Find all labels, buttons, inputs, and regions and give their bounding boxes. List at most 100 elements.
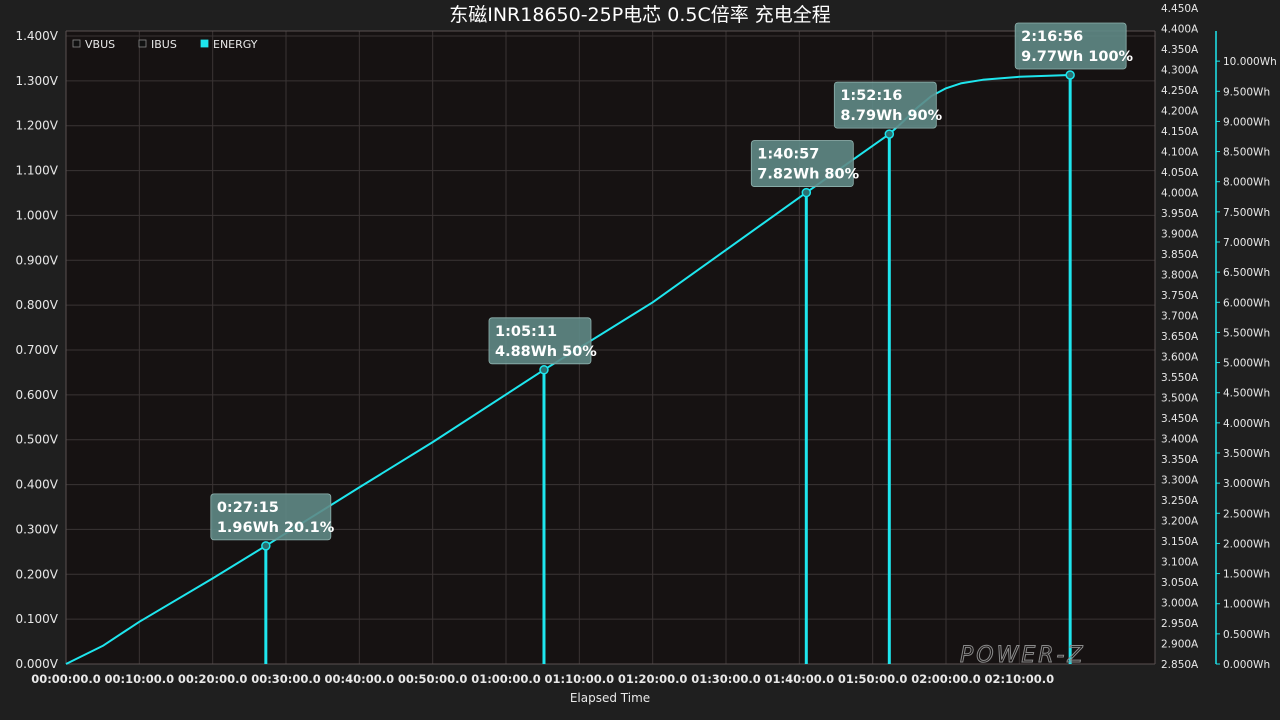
energy-tick-label: 1.000Wh xyxy=(1223,599,1270,611)
current-tick-label: 3.400A xyxy=(1161,434,1199,446)
time-tick-label: 01:00:00.0 xyxy=(471,672,541,686)
time-tick-label: 01:10:00.0 xyxy=(545,672,615,686)
current-tick-label: 4.400A xyxy=(1161,24,1199,36)
voltage-tick-label: 0.900V xyxy=(15,253,58,267)
current-tick-label: 3.750A xyxy=(1161,290,1199,302)
time-tick-label: 00:00:00.0 xyxy=(31,672,101,686)
energy-tick-label: 7.000Wh xyxy=(1223,237,1270,249)
annotation-energy-label: 7.82Wh 80% xyxy=(757,167,859,183)
energy-tick-label: 9.500Wh xyxy=(1223,86,1270,98)
annotation-time: 0:27:15 xyxy=(217,500,279,516)
current-tick-label: 3.200A xyxy=(1161,516,1199,528)
energy-tick-label: 3.500Wh xyxy=(1223,448,1270,460)
axes xyxy=(65,30,1217,665)
power-z-watermark: POWER-Z xyxy=(960,643,1086,668)
voltage-tick-label: 0.200V xyxy=(15,567,58,581)
annotation-point xyxy=(801,187,812,198)
current-tick-label: 3.050A xyxy=(1161,577,1199,589)
voltage-tick-label: 0.000V xyxy=(15,657,58,671)
time-tick-label: 00:50:00.0 xyxy=(398,672,468,686)
energy-tick-label: 0.000Wh xyxy=(1223,659,1270,671)
grid-lines xyxy=(65,31,1155,665)
current-tick-label: 3.150A xyxy=(1161,536,1199,548)
voltage-tick-label: 0.800V xyxy=(15,298,58,312)
time-tick-label: 00:30:00.0 xyxy=(251,672,321,686)
energy-tick-label: 4.000Wh xyxy=(1223,418,1270,430)
annotation-box xyxy=(833,81,937,129)
current-tick-label: 3.550A xyxy=(1161,372,1199,384)
voltage-tick-label: 0.100V xyxy=(15,612,58,626)
legend-label-vbus: VBUS xyxy=(85,38,115,51)
voltage-tick-label: 0.700V xyxy=(15,343,58,357)
annotation-box xyxy=(1014,22,1127,70)
current-tick-label: 3.700A xyxy=(1161,311,1199,323)
time-tick-label: 01:50:00.0 xyxy=(838,672,908,686)
time-tick-label: 01:40:00.0 xyxy=(765,672,835,686)
voltage-tick-label: 1.000V xyxy=(15,208,58,222)
energy-tick-label: 3.000Wh xyxy=(1223,478,1270,490)
energy-tick-label: 7.500Wh xyxy=(1223,207,1270,219)
annotation-energy-label: 1.96Wh 20.1% xyxy=(217,520,335,536)
annotation-box xyxy=(210,493,332,541)
time-axis: 00:00:00.0 00:10:00.0 00:20:00.0 00:30:00.0… xyxy=(31,672,1054,686)
annotation-time: 1:05:11 xyxy=(495,324,557,340)
annotation-point xyxy=(1065,70,1075,80)
current-tick-label: 3.300A xyxy=(1161,475,1199,487)
energy-tick-label: 9.000Wh xyxy=(1223,116,1270,128)
current-tick-label: 4.000A xyxy=(1161,188,1199,200)
voltage-tick-label: 0.600V xyxy=(15,388,58,402)
energy-axis: 10.000Wh 9.500Wh 9.000Wh 8.500Wh 8.000Wh 7.50… xyxy=(1216,56,1277,671)
voltage-tick-label: 0.300V xyxy=(15,522,58,536)
annotation-layer: 0:27:15 1.96Wh 20.1% 1:05:11 4.88Wh 50% 1:40… xyxy=(210,22,1134,664)
current-tick-label: 3.800A xyxy=(1161,270,1199,282)
legend-label-energy: ENERGY xyxy=(213,38,258,51)
current-tick-label: 3.450A xyxy=(1161,413,1199,425)
current-tick-label: 4.050A xyxy=(1161,167,1199,179)
current-tick-label: 4.100A xyxy=(1161,147,1199,159)
energy-tick-label: 6.000Wh xyxy=(1223,297,1270,309)
energy-tick-label: 10.000Wh xyxy=(1223,56,1277,68)
energy-tick-label: 5.000Wh xyxy=(1223,358,1270,370)
annotation-point xyxy=(539,365,549,375)
current-tick-label: 3.100A xyxy=(1161,557,1199,569)
time-tick-label: 02:00:00.0 xyxy=(911,672,981,686)
current-axis: 4.450A 4.400A 4.350A 4.300A 4.250A 4.200A 4.15… xyxy=(1161,3,1199,671)
annotation-energy-label: 9.77Wh 100% xyxy=(1021,49,1133,65)
annotation-box xyxy=(750,140,854,187)
legend-label-ibus: IBUS xyxy=(151,38,177,51)
current-tick-label: 2.950A xyxy=(1161,618,1199,630)
current-tick-label: 3.500A xyxy=(1161,393,1199,405)
annotation-time: 1:40:57 xyxy=(757,147,819,163)
legend-swatch xyxy=(72,39,81,48)
energy-tick-label: 2.000Wh xyxy=(1223,538,1270,550)
voltage-tick-label: 0.500V xyxy=(15,433,58,447)
annotation-energy-label: 8.79Wh 90% xyxy=(840,108,942,124)
chart-title: 东磁INR18650-25P电芯 0.5C倍率 充电全程 xyxy=(449,4,831,26)
voltage-tick-label: 1.100V xyxy=(15,164,58,178)
time-tick-label: 02:10:00.0 xyxy=(985,672,1055,686)
current-tick-label: 4.300A xyxy=(1161,65,1199,77)
energy-tick-label: 2.500Wh xyxy=(1223,508,1270,520)
current-tick-label: 3.950A xyxy=(1161,208,1199,220)
energy-tick-label: 0.500Wh xyxy=(1223,629,1270,641)
annotation-time: 1:52:16 xyxy=(840,88,902,104)
x-axis-label: Elapsed Time xyxy=(570,691,650,705)
current-tick-label: 4.200A xyxy=(1161,106,1199,118)
voltage-tick-label: 0.400V xyxy=(15,478,58,492)
energy-tick-label: 1.500Wh xyxy=(1223,569,1270,581)
current-tick-label: 3.650A xyxy=(1161,331,1199,343)
legend-swatch xyxy=(138,39,147,48)
voltage-tick-label: 1.200V xyxy=(15,119,58,133)
annotation-point xyxy=(884,129,895,139)
annotation-time: 2:16:56 xyxy=(1021,29,1083,45)
current-tick-label: 3.900A xyxy=(1161,229,1199,241)
current-tick-label: 4.250A xyxy=(1161,85,1199,97)
current-tick-label: 2.850A xyxy=(1161,659,1199,671)
time-tick-label: 00:10:00.0 xyxy=(105,672,175,686)
energy-tick-label: 5.500Wh xyxy=(1223,327,1270,339)
current-tick-label: 3.850A xyxy=(1161,249,1199,261)
legend[interactable]: VBUS IBUS ENERGY xyxy=(72,38,258,51)
current-tick-label: 2.900A xyxy=(1161,639,1199,651)
plot-area xyxy=(66,31,1155,664)
